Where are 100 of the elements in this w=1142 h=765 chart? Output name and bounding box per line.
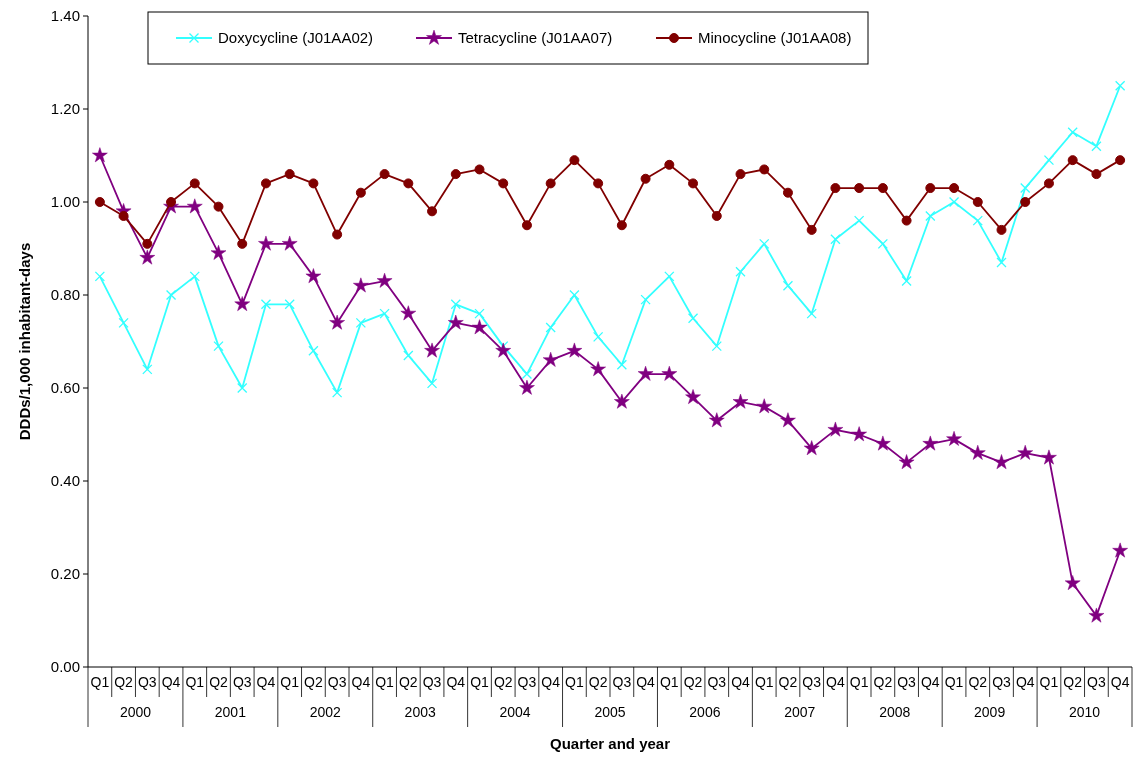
point (308, 178, 319, 189)
x-tick-label: Q4 (920, 674, 940, 690)
point (498, 178, 509, 189)
point (521, 368, 533, 380)
point (260, 178, 271, 189)
point (851, 426, 867, 442)
y-tick-label: 0.20 (50, 565, 80, 583)
point (711, 210, 722, 221)
x-tick-label: Q3 (517, 674, 537, 690)
point (901, 215, 912, 226)
x-tick-label: Q1 (1039, 674, 1059, 690)
x-tick-label: Q2 (304, 674, 323, 690)
point (637, 365, 654, 381)
point (355, 317, 367, 329)
point (853, 215, 865, 226)
legend-label: Doxycycline (J01AA02) (218, 29, 374, 47)
point (688, 178, 699, 189)
point (427, 206, 438, 217)
point (234, 296, 250, 311)
point (616, 359, 628, 370)
point (664, 159, 675, 170)
point (782, 280, 794, 291)
point (592, 331, 604, 342)
point (1114, 80, 1126, 91)
point (353, 277, 369, 293)
x-tick-label: Q1 (470, 674, 490, 690)
point (1043, 178, 1054, 189)
point (92, 147, 108, 163)
point (424, 342, 440, 358)
x-tick-label: Q4 (161, 674, 181, 690)
x-tick-label: Q3 (897, 674, 917, 690)
point (542, 351, 559, 367)
x-tick-label: Q3 (612, 674, 632, 690)
text: 2007 (784, 704, 816, 720)
point (877, 238, 889, 249)
point (474, 308, 485, 319)
point (329, 314, 345, 330)
point (1088, 607, 1105, 623)
x-tick-label: Q3 (992, 674, 1012, 690)
legend-label: Minocycline (J01AA08) (698, 29, 852, 47)
x-tick-label: Q1 (375, 674, 395, 690)
y-tick-label: 0.60 (50, 379, 80, 397)
point (521, 220, 532, 231)
point (782, 187, 793, 198)
point (972, 197, 983, 207)
point (640, 173, 651, 184)
text: 2000 (119, 704, 152, 720)
text: 2008 (879, 704, 911, 720)
point (1020, 197, 1031, 207)
point (1043, 155, 1055, 166)
point (593, 178, 604, 189)
point (735, 266, 746, 277)
point (875, 435, 891, 451)
point (996, 224, 1007, 235)
y-tick-label: 0.40 (50, 472, 80, 490)
x-tick-label: Q2 (114, 674, 134, 690)
point (970, 444, 986, 460)
point (590, 361, 606, 377)
point (972, 215, 983, 226)
x-tick-label: Q1 (280, 674, 300, 690)
text: 2006 (689, 704, 721, 720)
point (426, 378, 438, 389)
point (759, 164, 770, 175)
point (640, 294, 651, 305)
x-tick-label: Q3 (232, 674, 252, 690)
point (1091, 169, 1102, 180)
text: 2010 (1068, 704, 1101, 720)
point (996, 257, 1007, 268)
point (709, 412, 725, 428)
x-axis-title: Quarter and year (549, 735, 671, 752)
x-tick-label: Q2 (778, 674, 798, 690)
point (376, 272, 393, 288)
point (355, 187, 366, 198)
point (94, 197, 105, 207)
point (1112, 542, 1128, 558)
x-tick-label: Q4 (1015, 674, 1035, 690)
point (993, 454, 1010, 470)
text: 2003 (404, 704, 436, 720)
point (901, 275, 912, 287)
x-tick-label: Q4 (826, 674, 845, 690)
point (948, 196, 960, 208)
point (379, 308, 390, 319)
point (925, 210, 936, 222)
text: 2001 (214, 704, 247, 720)
point (260, 299, 272, 310)
point (830, 234, 841, 245)
x-tick-label: Q2 (493, 674, 513, 690)
x-tick-label: Q2 (1063, 674, 1083, 690)
point (400, 305, 417, 321)
point (946, 431, 962, 446)
y-tick-label: 1.40 (50, 7, 80, 25)
point (687, 313, 699, 324)
point (898, 454, 915, 470)
x-tick-label: Q3 (802, 674, 822, 690)
point (806, 308, 817, 319)
point (281, 235, 298, 251)
x-tick-label: Q2 (873, 674, 893, 690)
y-tick-label: 1.20 (50, 100, 80, 118)
point (403, 178, 414, 189)
x-tick-label: Q3 (1087, 674, 1106, 690)
